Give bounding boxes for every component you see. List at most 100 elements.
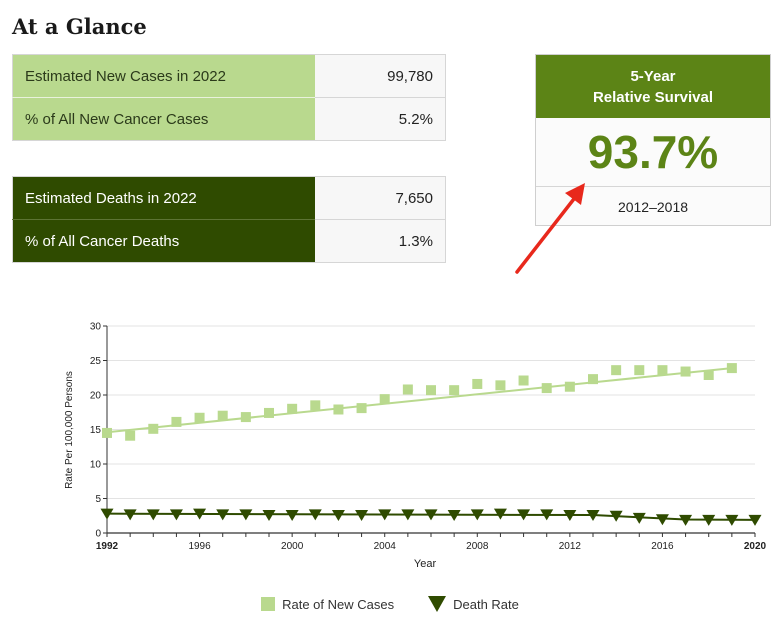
survival-heading: 5-Year Relative Survival bbox=[536, 55, 770, 118]
table-row: % of All New Cancer Cases 5.2% bbox=[12, 97, 446, 141]
death-rate-point bbox=[146, 509, 160, 521]
x-tick-label: 2012 bbox=[559, 541, 582, 552]
x-axis-label: Year bbox=[414, 558, 437, 570]
death-rate-point bbox=[540, 509, 554, 521]
x-tick-label: 2020 bbox=[744, 541, 767, 552]
death-rate-point bbox=[702, 514, 716, 526]
new-cases-point bbox=[703, 369, 714, 380]
death-rate-point bbox=[239, 509, 253, 521]
death-rate-point bbox=[193, 508, 207, 520]
death-rate-point bbox=[679, 514, 693, 526]
death-rate-point bbox=[100, 508, 114, 520]
death-rate-point bbox=[563, 510, 577, 522]
new-cases-point bbox=[379, 394, 390, 405]
new-cases-point bbox=[680, 366, 691, 377]
new-cases-value: 99,780 bbox=[315, 54, 446, 98]
legend-label-new-cases: Rate of New Cases bbox=[282, 596, 395, 612]
table-row: Estimated New Cases in 2022 99,780 bbox=[12, 54, 446, 98]
death-rate-point bbox=[493, 508, 507, 520]
table-row: Estimated Deaths in 2022 7,650 bbox=[12, 176, 446, 220]
death-rate-point bbox=[748, 514, 762, 526]
new-cases-point bbox=[148, 423, 159, 434]
survival-card: 5-Year Relative Survival 93.7% 2012–2018 bbox=[535, 54, 771, 226]
pct-deaths-value: 1.3% bbox=[315, 219, 446, 263]
new-cases-point bbox=[518, 375, 529, 386]
page-title: At a Glance bbox=[12, 14, 147, 39]
death-rate-point bbox=[424, 509, 438, 521]
y-tick-label: 5 bbox=[95, 494, 101, 505]
death-rate-point bbox=[331, 510, 345, 522]
new-cases-point bbox=[472, 378, 483, 389]
x-tick-label: 2000 bbox=[281, 541, 304, 552]
death-rate-point bbox=[355, 510, 369, 522]
x-tick-label: 2004 bbox=[374, 541, 397, 552]
death-rate-point bbox=[470, 509, 484, 521]
legend-label-death-rate: Death Rate bbox=[453, 596, 519, 612]
survival-value: 93.7% bbox=[536, 118, 770, 187]
new-cases-point bbox=[310, 400, 321, 411]
new-cases-table: Estimated New Cases in 2022 99,780 % of … bbox=[12, 54, 446, 141]
survival-heading-line2: Relative Survival bbox=[592, 88, 714, 106]
new-cases-point bbox=[240, 412, 251, 423]
new-cases-point bbox=[564, 381, 575, 392]
death-rate-point bbox=[285, 510, 299, 522]
y-tick-label: 20 bbox=[90, 391, 102, 402]
death-rate-point bbox=[609, 510, 623, 522]
new-cases-point bbox=[217, 410, 228, 421]
new-cases-point bbox=[194, 412, 205, 423]
new-cases-point bbox=[657, 365, 668, 376]
pct-new-cases-label: % of All New Cancer Cases bbox=[12, 97, 315, 141]
legend-item-new-cases[interactable]: Rate of New Cases bbox=[261, 596, 394, 612]
deaths-label: Estimated Deaths in 2022 bbox=[12, 176, 315, 220]
new-cases-trendline bbox=[106, 367, 732, 434]
death-rate-point bbox=[447, 510, 461, 522]
new-cases-label: Estimated New Cases in 2022 bbox=[12, 54, 315, 98]
survival-period: 2012–2018 bbox=[617, 199, 689, 215]
x-tick-label: 2016 bbox=[651, 541, 674, 552]
new-cases-point bbox=[171, 416, 182, 427]
y-tick-label: 15 bbox=[90, 425, 102, 436]
rate-chart: 0 5 10 15 20 25 30 1992 1996 2000 2004 2008 2012 2016… bbox=[64, 322, 767, 571]
legend-item-death-rate[interactable]: Death Rate bbox=[428, 596, 519, 612]
new-cases-point bbox=[125, 430, 136, 441]
x-tick-label: 2008 bbox=[466, 541, 489, 552]
death-rate-point bbox=[655, 514, 669, 526]
new-cases-point bbox=[333, 404, 344, 415]
death-rate-point bbox=[216, 509, 230, 521]
new-cases-point bbox=[611, 365, 622, 376]
new-cases-point bbox=[634, 365, 645, 376]
deaths-table: Estimated Deaths in 2022 7,650 % of All … bbox=[12, 176, 446, 263]
new-cases-point bbox=[356, 403, 367, 414]
death-rate-point bbox=[308, 509, 322, 521]
death-rate-point bbox=[169, 509, 183, 521]
new-cases-point bbox=[449, 385, 460, 396]
y-tick-label: 30 bbox=[90, 322, 102, 333]
new-cases-point bbox=[726, 363, 737, 374]
new-cases-point bbox=[264, 407, 274, 418]
death-rate-point bbox=[725, 514, 739, 526]
chart-gridlines bbox=[107, 325, 755, 499]
new-cases-point bbox=[402, 384, 413, 395]
y-axis-label: Rate Per 100,000 Persons bbox=[64, 371, 75, 489]
chart-markers bbox=[100, 363, 762, 526]
pct-deaths-label: % of All Cancer Deaths bbox=[12, 219, 315, 263]
deaths-value: 7,650 bbox=[315, 176, 446, 220]
death-rate-point bbox=[586, 510, 600, 522]
new-cases-point bbox=[287, 403, 298, 414]
new-cases-point bbox=[588, 374, 598, 385]
death-rate-point bbox=[262, 510, 276, 522]
new-cases-point bbox=[495, 380, 506, 391]
y-tick-label: 0 bbox=[95, 529, 101, 540]
new-cases-point bbox=[541, 383, 552, 394]
new-cases-point bbox=[102, 427, 112, 438]
table-row: % of All Cancer Deaths 1.3% bbox=[12, 219, 446, 263]
x-tick-label: 1992 bbox=[96, 541, 119, 552]
x-tick-label: 1996 bbox=[188, 541, 211, 552]
death-rate-point bbox=[517, 509, 531, 521]
pct-new-cases-value: 5.2% bbox=[315, 97, 446, 141]
chart-legend: Rate of New Cases Death Rate bbox=[0, 596, 780, 612]
survival-heading-line1: 5-Year bbox=[630, 67, 676, 85]
triangle-marker-icon bbox=[428, 596, 447, 612]
y-tick-label: 25 bbox=[90, 356, 102, 367]
y-tick-label: 10 bbox=[90, 460, 102, 471]
